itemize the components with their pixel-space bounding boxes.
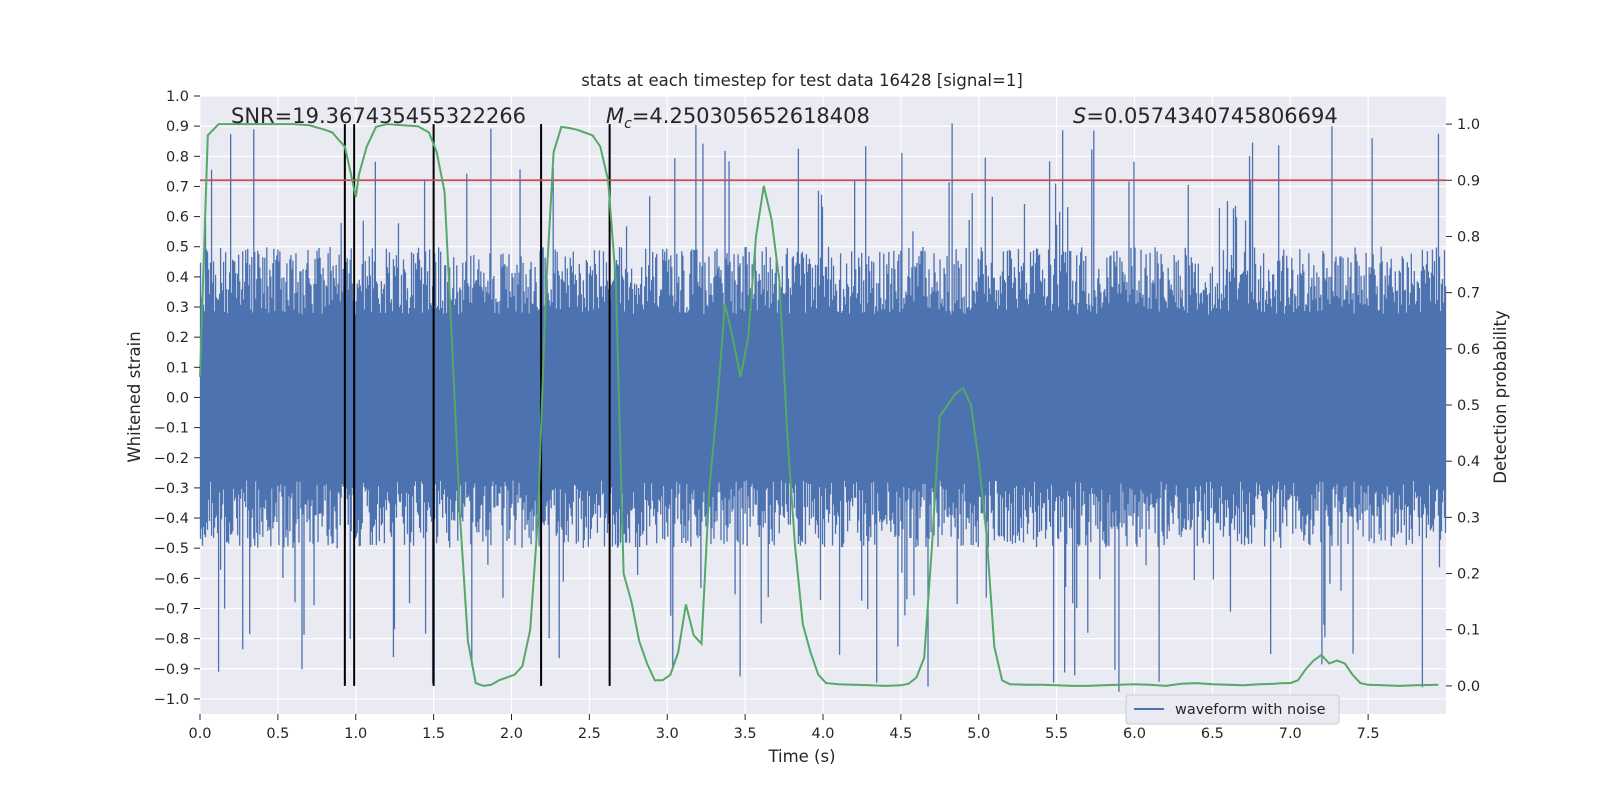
y-left-tick-label: −0.8 [154,632,189,648]
y-right-tick-label: 1.0 [1457,117,1480,133]
x-axis-ticks: 0.0 0.5 1.0 1.5 2.0 2.5 3.0 3.5 4.0 4.5 5.0 5.5 6.0 6… [188,714,1380,742]
y-left-tick-label: −0.4 [154,511,189,527]
y-right-tick-label: 0.2 [1457,567,1480,583]
x-tick-label: 3.5 [734,726,757,742]
y-right-tick-label: 0.0 [1457,679,1480,695]
y-left-tick-label: 0.6 [166,210,189,226]
x-tick-label: 0.5 [266,726,289,742]
y-left-tick-label: 0.8 [166,149,189,165]
x-tick-label: 2.5 [578,726,601,742]
y-right-tick-label: 0.7 [1457,286,1480,302]
x-tick-label: 5.0 [967,726,990,742]
y-right-axis-label: Detection probability [1491,310,1510,484]
y-left-tick-label: 0.9 [166,119,189,135]
y-right-tick-label: 0.3 [1457,510,1480,526]
y-left-tick-label: 1.0 [166,89,189,105]
y-left-tick-label: −0.1 [154,421,189,437]
x-tick-label: 1.5 [422,726,445,742]
chirp-mass-symbol: M [606,104,624,128]
x-tick-label: 1.0 [344,726,367,742]
y-right-tick-label: 0.1 [1457,623,1480,639]
x-tick-label: 7.0 [1279,726,1302,742]
y-left-tick-label: −0.7 [154,601,189,617]
x-tick-label: 0.0 [188,726,211,742]
y-left-tick-label: 0.5 [166,240,189,256]
chirp-mass-annotation: Mc=4.250305652618408 [606,104,870,132]
y-left-tick-label: 0.0 [166,390,189,406]
s-value: =0.0574340745806694 [1086,104,1337,128]
snr-annotation: SNR=19.367435455322266 [231,104,526,128]
s-annotation: S=0.0574340745806694 [1073,104,1338,128]
chirp-mass-subscript: c [624,116,632,132]
y-left-tick-label: 0.7 [166,179,189,195]
y-left-tick-label: −0.2 [154,451,189,467]
x-axis-label: Time (s) [767,747,835,766]
y-left-tick-label: −0.3 [154,481,189,497]
y-right-axis-ticks: 1.0 0.9 0.8 0.7 0.6 0.5 0.4 0.3 0.2 0.1 0.0 [1446,117,1480,695]
chirp-mass-value: =4.250305652618408 [632,104,870,128]
y-right-tick-label: 0.9 [1457,173,1480,189]
y-right-tick-label: 0.5 [1457,398,1480,414]
s-symbol: S [1073,104,1086,128]
waveform-with-noise-series [199,123,1447,692]
x-tick-label: 2.0 [500,726,523,742]
legend-label: waveform with noise [1175,702,1326,718]
y-right-tick-label: 0.8 [1457,229,1480,245]
detection-probability-series [199,123,1439,687]
legend: waveform with noise [1125,694,1340,725]
y-left-tick-label: 0.1 [166,360,189,376]
y-right-tick-label: 0.4 [1457,454,1480,470]
y-left-tick-label: 0.2 [166,330,189,346]
x-tick-label: 4.0 [811,726,834,742]
x-tick-label: 3.0 [656,726,679,742]
x-tick-label: 7.5 [1357,726,1380,742]
y-left-tick-label: −1.0 [154,692,189,708]
y-right-tick-label: 0.6 [1457,342,1480,358]
x-tick-label: 5.5 [1045,726,1068,742]
x-tick-label: 6.0 [1123,726,1146,742]
x-tick-label: 6.5 [1201,726,1224,742]
y-left-axis-label: Whitened strain [125,331,144,462]
chart-title: stats at each timestep for test data 164… [581,71,1023,90]
y-left-tick-label: −0.6 [154,571,189,587]
y-left-tick-label: 0.3 [166,300,189,316]
y-left-tick-label: −0.9 [154,662,189,678]
y-left-tick-label: −0.5 [154,541,189,557]
y-left-tick-label: 0.4 [166,270,189,286]
x-tick-label: 4.5 [889,726,912,742]
legend-box [1125,694,1340,725]
waveform-trace [199,123,1447,692]
y-left-axis-ticks: 1.0 0.9 0.8 0.7 0.6 0.5 0.4 0.3 0.2 0.1 0.0 −0.1 −0.… [154,89,200,708]
